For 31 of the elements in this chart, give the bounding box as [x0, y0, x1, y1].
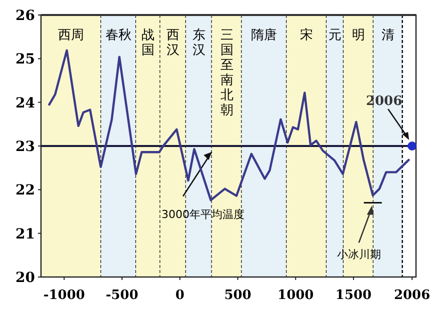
annotation: 小冰川期	[336, 202, 382, 261]
y-tick-label: 24	[16, 95, 36, 112]
x-tick-label: -500	[106, 288, 138, 303]
y-tick-label: 26	[16, 8, 35, 24]
band-label: 元	[328, 28, 342, 43]
y-tick-label: 20	[16, 270, 36, 286]
band-label: 宋	[300, 27, 314, 43]
annotation: 小冰川期	[336, 248, 381, 261]
x-tick-label: 1000	[278, 288, 314, 303]
band-label: 西汉	[166, 28, 180, 58]
annotation: 2006	[366, 94, 402, 109]
x-tick-label: 0	[175, 288, 184, 303]
band-label: 三国至南北朝	[220, 28, 234, 118]
band-label: 西周	[58, 28, 84, 43]
band-label: 清	[381, 28, 394, 43]
x-tick-label: 500	[224, 288, 252, 303]
x-tick-label: 1500	[335, 288, 372, 303]
band-label: 战国	[142, 28, 155, 58]
y-tick-label: 23	[16, 139, 35, 155]
y-tick-label: 21	[16, 226, 35, 242]
y-tick-label: 22	[16, 182, 35, 199]
band-label: 隋唐	[251, 28, 278, 43]
ref-line-label: 3000年平均温度	[162, 208, 245, 222]
x-tick-label: -1000	[43, 288, 85, 303]
band-label: 明	[352, 28, 365, 43]
x-tick-label: 2006	[394, 288, 430, 303]
band-label: 东汉	[192, 28, 206, 58]
annotation: 2006	[366, 94, 410, 140]
band-label: 春秋	[106, 28, 132, 43]
ref-label: 3000年平均温度	[162, 152, 245, 222]
y-tick-label: 25	[16, 52, 35, 68]
